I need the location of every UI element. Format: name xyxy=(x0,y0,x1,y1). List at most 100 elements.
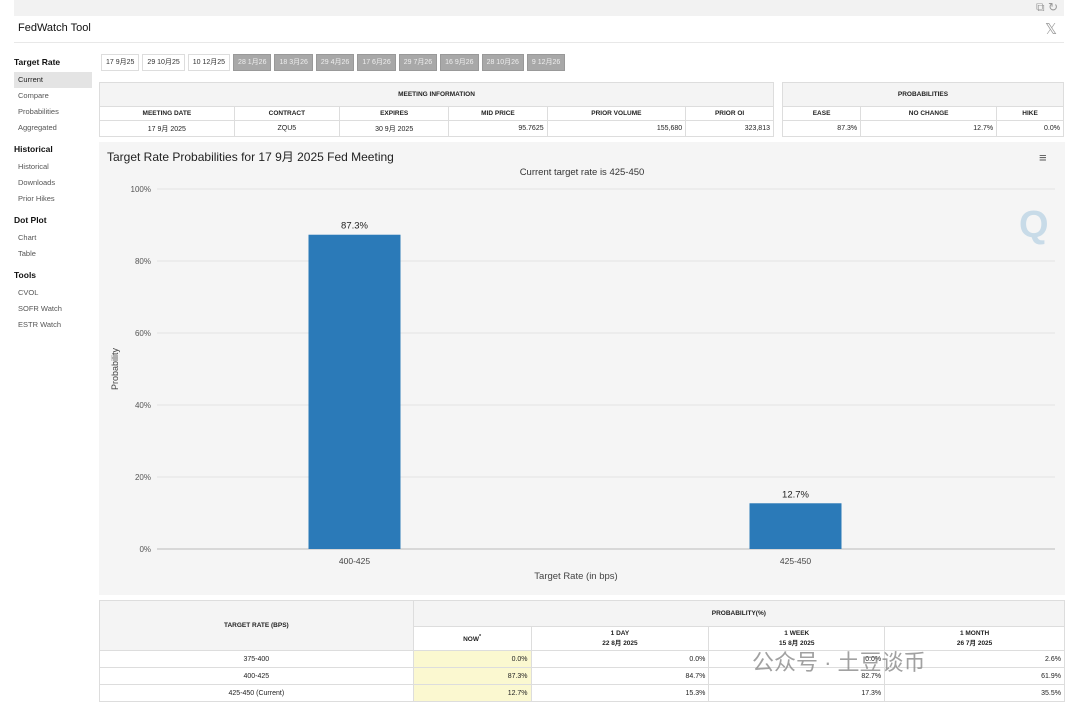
tab-meeting[interactable]: 29 7月26 xyxy=(398,54,438,71)
probabilities-title: PROBABILITIES xyxy=(782,82,1064,107)
sidebar-heading-historical: Historical xyxy=(14,144,53,154)
now-header: NOW* xyxy=(412,626,532,651)
watermark: 公众号 · 土豆谈币 xyxy=(752,650,926,675)
sidebar-item-sofr-watch[interactable]: SOFR Watch xyxy=(18,304,62,313)
column-header: NO CHANGE xyxy=(860,106,998,121)
refresh-icon[interactable]: ↻ xyxy=(1047,0,1058,14)
chart-title: Target Rate Probabilities for 17 9月 2025… xyxy=(107,150,394,164)
bar xyxy=(749,503,842,549)
column-header: EASE xyxy=(781,106,862,121)
tab-meeting[interactable]: 9 12月26 xyxy=(526,54,566,71)
x-tick-label: 400-425 xyxy=(339,556,370,566)
now-cell: 87.3% xyxy=(412,667,532,685)
y-tick-label: 100% xyxy=(131,185,151,194)
tab-meeting[interactable]: 29 4月26 xyxy=(315,54,355,71)
sidebar-item-probabilities[interactable]: Probabilities xyxy=(18,107,59,116)
column-header: PRIOR OI xyxy=(685,106,774,121)
tab-meeting[interactable]: 29 10月25 xyxy=(142,54,185,71)
target-rate-cell: 375-400 xyxy=(99,650,414,668)
one-day-cell: 15.3% xyxy=(530,684,710,702)
logo-mark: Q xyxy=(1019,204,1049,246)
popout-icon[interactable]: ⧉ xyxy=(1036,0,1045,14)
target-rate-header: TARGET RATE (BPS) xyxy=(99,600,414,651)
y-axis-title: Probability xyxy=(110,347,120,390)
no-change-prob: 12.7% xyxy=(860,120,998,137)
probability-history-table: TARGET RATE (BPS) PROBABILITY(%) NOW* 1 … xyxy=(99,600,1066,702)
sidebar-item-compare[interactable]: Compare xyxy=(18,91,49,100)
tab-meeting[interactable]: 17 6月26 xyxy=(357,54,396,71)
y-tick-label: 0% xyxy=(139,545,151,554)
one-month-cell: 35.5% xyxy=(884,684,1065,702)
column-header: MEETING DATE xyxy=(99,106,235,121)
sidebar-heading-tools: Tools xyxy=(14,270,37,280)
bar-value-label: 12.7% xyxy=(782,489,809,500)
column-header: HIKE xyxy=(996,106,1064,121)
sidebar-item-prior-hikes[interactable]: Prior Hikes xyxy=(18,194,55,203)
column-header: CONTRACT xyxy=(233,106,340,121)
meeting-date: 17 9月 2025 xyxy=(99,120,235,137)
sidebar-item-downloads[interactable]: Downloads xyxy=(18,178,56,187)
one-week-cell: 17.3% xyxy=(708,684,886,702)
meeting-tabs: 17 9月25 29 10月25 10 12月25 28 1月26 18 3月2… xyxy=(101,54,566,71)
window-controls: ⧉ ↻ xyxy=(1036,0,1058,15)
top-strip xyxy=(14,0,1064,16)
column-header: PRIOR VOLUME xyxy=(546,106,687,121)
one-day-header: 1 DAY 22 8月 2025 xyxy=(530,626,710,651)
tab-meeting[interactable]: 28 1月26 xyxy=(233,54,272,71)
y-tick-label: 80% xyxy=(135,257,151,266)
y-tick-label: 40% xyxy=(135,401,151,410)
chart-subtitle: Current target rate is 425-450 xyxy=(519,167,645,178)
prior-oi: 323,813 xyxy=(685,120,774,137)
now-cell: 0.0% xyxy=(412,650,532,668)
prior-volume: 155,680 xyxy=(546,120,687,137)
y-tick-label: 60% xyxy=(135,329,151,338)
sidebar-item-aggregated[interactable]: Aggregated xyxy=(18,123,57,132)
close-icon[interactable]: 𝕏 xyxy=(1045,21,1058,38)
y-tick-label: 20% xyxy=(135,473,151,482)
sidebar-item-historical[interactable]: Historical xyxy=(18,162,49,171)
sidebar-item-current[interactable]: Current xyxy=(14,72,92,88)
probabilities-table: PROBABILITIES EASE NO CHANGE HIKE 87.3% … xyxy=(781,82,1064,137)
tab-meeting[interactable]: 17 9月25 xyxy=(101,54,140,71)
target-rate-cell: 425-450 (Current) xyxy=(99,684,414,702)
now-cell: 12.7% xyxy=(412,684,532,702)
sidebar-item-estr-watch[interactable]: ESTR Watch xyxy=(18,320,62,329)
table-row: 400-425 87.3% 84.7% 82.7% 61.9% xyxy=(99,667,1065,685)
bar xyxy=(308,234,401,549)
contract: ZQU5 xyxy=(233,120,340,137)
header-divider xyxy=(14,42,1064,43)
ease-prob: 87.3% xyxy=(781,120,862,137)
target-rate-cell: 400-425 xyxy=(99,667,414,685)
tab-meeting[interactable]: 28 10月26 xyxy=(481,54,524,71)
expires: 30 9月 2025 xyxy=(338,120,450,137)
meeting-info-title: MEETING INFORMATION xyxy=(99,82,774,107)
sidebar-item-cvol[interactable]: CVOL xyxy=(18,288,39,297)
x-tick-label: 425-450 xyxy=(780,556,811,566)
x-axis-title: Target Rate (in bps) xyxy=(534,571,617,582)
tab-meeting[interactable]: 10 12月25 xyxy=(187,54,231,71)
column-header: EXPIRES xyxy=(338,106,450,121)
probability-header: PROBABILITY(%) xyxy=(412,600,1066,627)
table-row: 17 9月 2025 ZQU5 30 9月 2025 95.7625 155,6… xyxy=(99,120,774,137)
chart-menu-icon[interactable]: ≡ xyxy=(1039,150,1047,165)
sidebar-item-chart[interactable]: Chart xyxy=(18,233,37,242)
sidebar-heading-target-rate: Target Rate xyxy=(14,57,61,67)
mid-price: 95.7625 xyxy=(448,120,548,137)
bar-value-label: 87.3% xyxy=(341,221,368,232)
table-row: 425-450 (Current) 12.7% 15.3% 17.3% 35.5… xyxy=(99,684,1065,702)
app-title: FedWatch Tool xyxy=(18,22,91,34)
chart-panel: Q 0% 20% 40% 60% 80% 100% 87.3% 400-425 12.7% 425-… xyxy=(99,142,1065,595)
tab-meeting[interactable]: 18 3月26 xyxy=(274,54,313,71)
tab-meeting[interactable]: 16 9月26 xyxy=(440,54,479,71)
hike-prob: 0.0% xyxy=(996,120,1064,137)
one-month-header: 1 MONTH 26 7月 2025 xyxy=(884,626,1065,651)
column-header: MID PRICE xyxy=(448,106,548,121)
sidebar: Target Rate Current Compare Probabilitie… xyxy=(14,56,92,333)
probability-bar-chart: Q 0% 20% 40% 60% 80% 100% 87.3% 400-425 12.7% 425-… xyxy=(110,185,1055,582)
sidebar-heading-dot-plot: Dot Plot xyxy=(14,215,47,225)
sidebar-item-table[interactable]: Table xyxy=(18,249,36,258)
meeting-info-table: MEETING INFORMATION MEETING DATE CONTRAC… xyxy=(99,82,774,137)
table-row: 87.3% 12.7% 0.0% xyxy=(781,120,1064,137)
one-day-cell: 84.7% xyxy=(530,667,710,685)
one-day-cell: 0.0% xyxy=(530,650,710,668)
